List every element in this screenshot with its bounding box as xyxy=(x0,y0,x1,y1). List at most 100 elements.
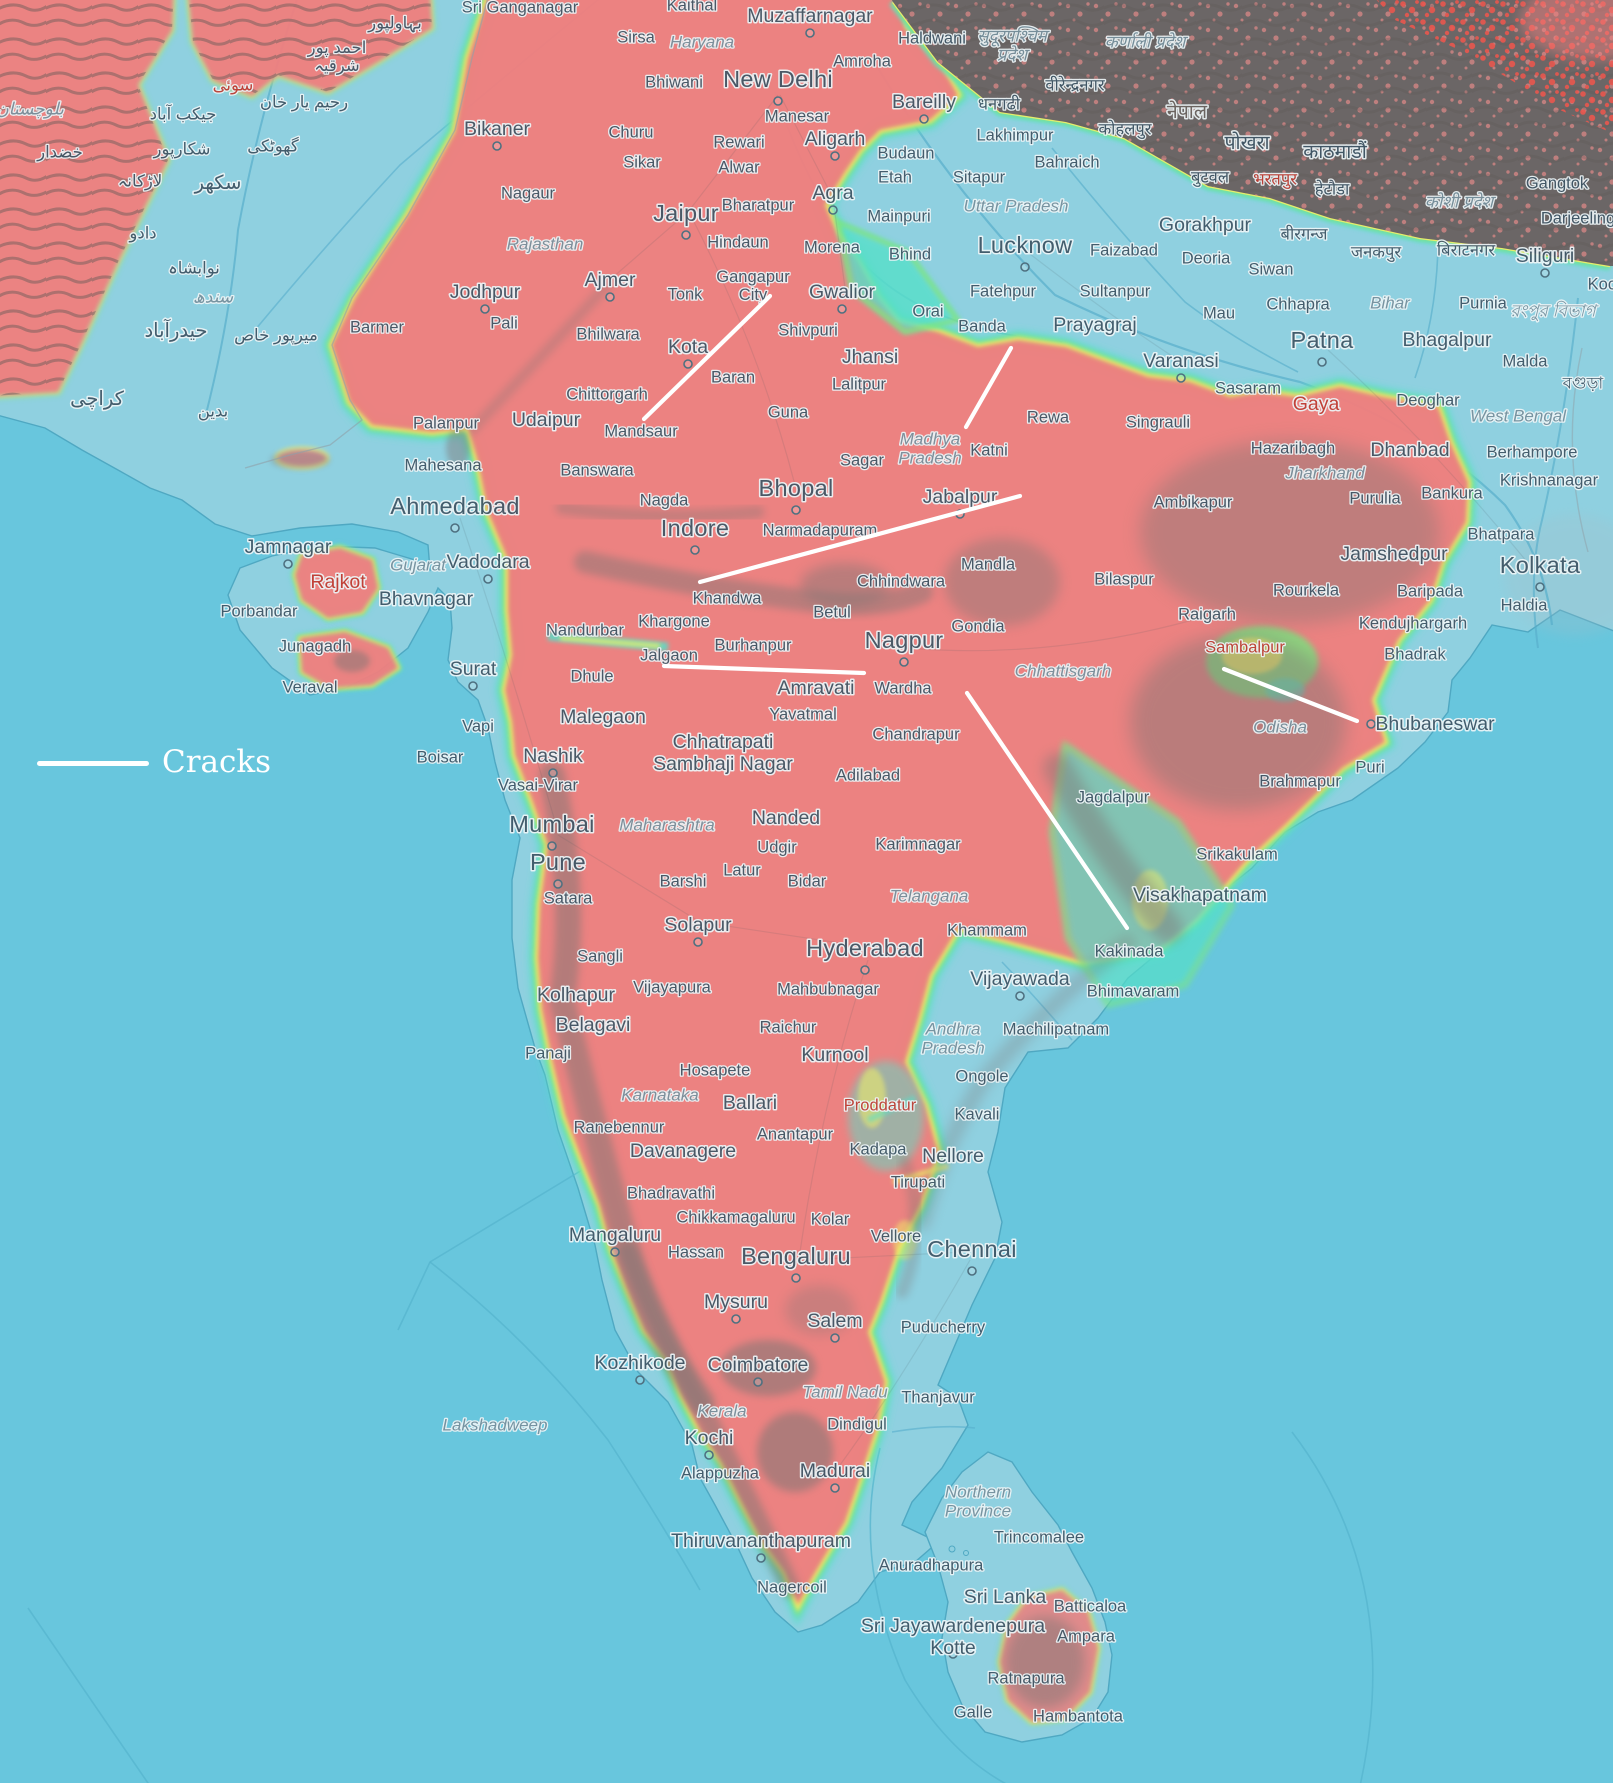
city-dot xyxy=(828,205,838,215)
city-label: حیدرآباد xyxy=(144,318,207,342)
city-label: রংপুর বিভাগ xyxy=(1510,300,1599,321)
terrain-path xyxy=(27,1607,149,1783)
terrain-path xyxy=(1043,753,1183,943)
city-dot xyxy=(1540,268,1550,278)
city-label: Guna xyxy=(768,403,809,421)
city-label: Khammam xyxy=(947,921,1027,939)
city-dot xyxy=(837,304,847,314)
city-label: काठमाडौं xyxy=(1303,140,1368,163)
city-label: Srikakulam xyxy=(1196,845,1278,863)
city-label: Raichur xyxy=(760,1018,817,1036)
city-label: Khandwa xyxy=(693,589,763,607)
city-label: Kerala xyxy=(697,1401,746,1420)
city-label: Baripada xyxy=(1397,582,1464,600)
city-label: Batticaloa xyxy=(1054,1597,1127,1615)
terrain-path xyxy=(801,1251,966,1261)
city-label: Maharashtra xyxy=(619,815,714,834)
terrain-path xyxy=(611,94,779,279)
city-dot xyxy=(1015,991,1025,1001)
terrain-path xyxy=(1048,739,1236,1009)
city-label: Adilabad xyxy=(836,766,900,784)
city-label: Faizabad xyxy=(1090,241,1158,259)
city-label: Jagdalpur xyxy=(1077,788,1150,806)
city-label: Etah xyxy=(878,168,912,186)
city-label: Jalgaon xyxy=(640,646,698,664)
city-label: Boisar xyxy=(417,748,464,766)
city-label: Budaun xyxy=(878,144,935,162)
city-label: Mau xyxy=(1203,304,1235,322)
city-label: بہاولپور xyxy=(367,14,422,33)
city-label: Gujarat xyxy=(390,555,447,574)
terrain-path xyxy=(0,0,174,396)
city-label: Hazaribagh xyxy=(1251,439,1335,457)
city-label: Kurnool xyxy=(801,1044,868,1066)
city-label: Sultanpur xyxy=(1080,282,1151,300)
city-label: Alwar xyxy=(718,158,760,176)
city-label: Fatehpur xyxy=(970,282,1037,300)
city-label: Banswara xyxy=(560,461,634,479)
city-label: Ballari xyxy=(723,1092,777,1114)
city-label: Davanagere xyxy=(630,1140,736,1162)
city-label: کراچی xyxy=(70,388,124,410)
city-label: Jaipur xyxy=(653,200,719,226)
city-label: Jamshedpur xyxy=(1340,543,1448,565)
city-label: Khargone xyxy=(638,612,710,630)
city-label: Bhind xyxy=(889,245,931,263)
terrain-path xyxy=(834,217,963,335)
city-label: Visakhapatnam xyxy=(1133,884,1267,906)
city-dot xyxy=(948,1649,958,1659)
crack-line xyxy=(963,345,1014,430)
city-label: Mahesana xyxy=(404,456,482,474)
terrain-path xyxy=(459,517,555,819)
city-label: Banda xyxy=(958,317,1007,335)
city-label: कोशी प्रदेश xyxy=(1425,191,1497,211)
city-dot xyxy=(704,1450,714,1460)
terrain-ellipse xyxy=(1130,634,1346,810)
city-label: Anantapur xyxy=(757,1125,834,1143)
city-label: Bhopal xyxy=(759,475,834,501)
terrain-path xyxy=(779,94,846,289)
city-label: Salem xyxy=(807,1310,862,1332)
city-label: Burhanpur xyxy=(714,636,792,654)
city-label: Vadodara xyxy=(446,551,529,573)
city-dot xyxy=(483,574,493,584)
city-label: Tonk xyxy=(668,285,704,303)
city-dot xyxy=(731,1314,741,1324)
city-label: Aligarh xyxy=(805,128,866,150)
terrain-path xyxy=(295,548,378,618)
city-label: Nagaur xyxy=(501,184,556,202)
city-dot xyxy=(756,1553,766,1563)
city-label: Telangana xyxy=(890,886,969,905)
city-label: گھوٹکی xyxy=(247,136,299,156)
city-label: Satara xyxy=(544,889,593,907)
terrain-path xyxy=(1051,147,1299,373)
terrain-path xyxy=(907,617,1201,652)
city-label: Baran xyxy=(711,368,755,386)
city-label: Vasai-Virar xyxy=(498,776,579,794)
city-label: Sirsa xyxy=(617,28,655,46)
city-label: Lakhimpur xyxy=(976,126,1054,144)
city-dot xyxy=(1317,357,1327,367)
city-label: Sri Lanka xyxy=(964,1586,1047,1608)
city-label: Tirupati xyxy=(891,1173,945,1191)
city-label: Nagpur xyxy=(865,627,944,653)
city-label: Sikar xyxy=(623,153,661,171)
city-label: Kaithal xyxy=(667,0,717,14)
terrain-ellipse xyxy=(944,538,1060,626)
terrain-path xyxy=(799,959,869,1253)
city-label: احمد پور شرقیہ xyxy=(307,39,367,76)
city-dot xyxy=(635,1375,645,1385)
city-label: Machilipatnam xyxy=(1003,1020,1109,1038)
terrain-path xyxy=(914,934,1136,1230)
city-dot xyxy=(753,1377,763,1387)
terrain-ellipse xyxy=(785,1285,855,1335)
city-dot xyxy=(830,1333,840,1343)
city-label: نوابشاہ xyxy=(168,259,220,278)
city-label: بلوچستان xyxy=(0,99,64,119)
city-label: Lucknow xyxy=(978,232,1074,258)
city-dot xyxy=(773,96,783,106)
city-label: Lakshadweep xyxy=(443,1415,548,1434)
city-label: Prayagraj xyxy=(1053,314,1136,336)
